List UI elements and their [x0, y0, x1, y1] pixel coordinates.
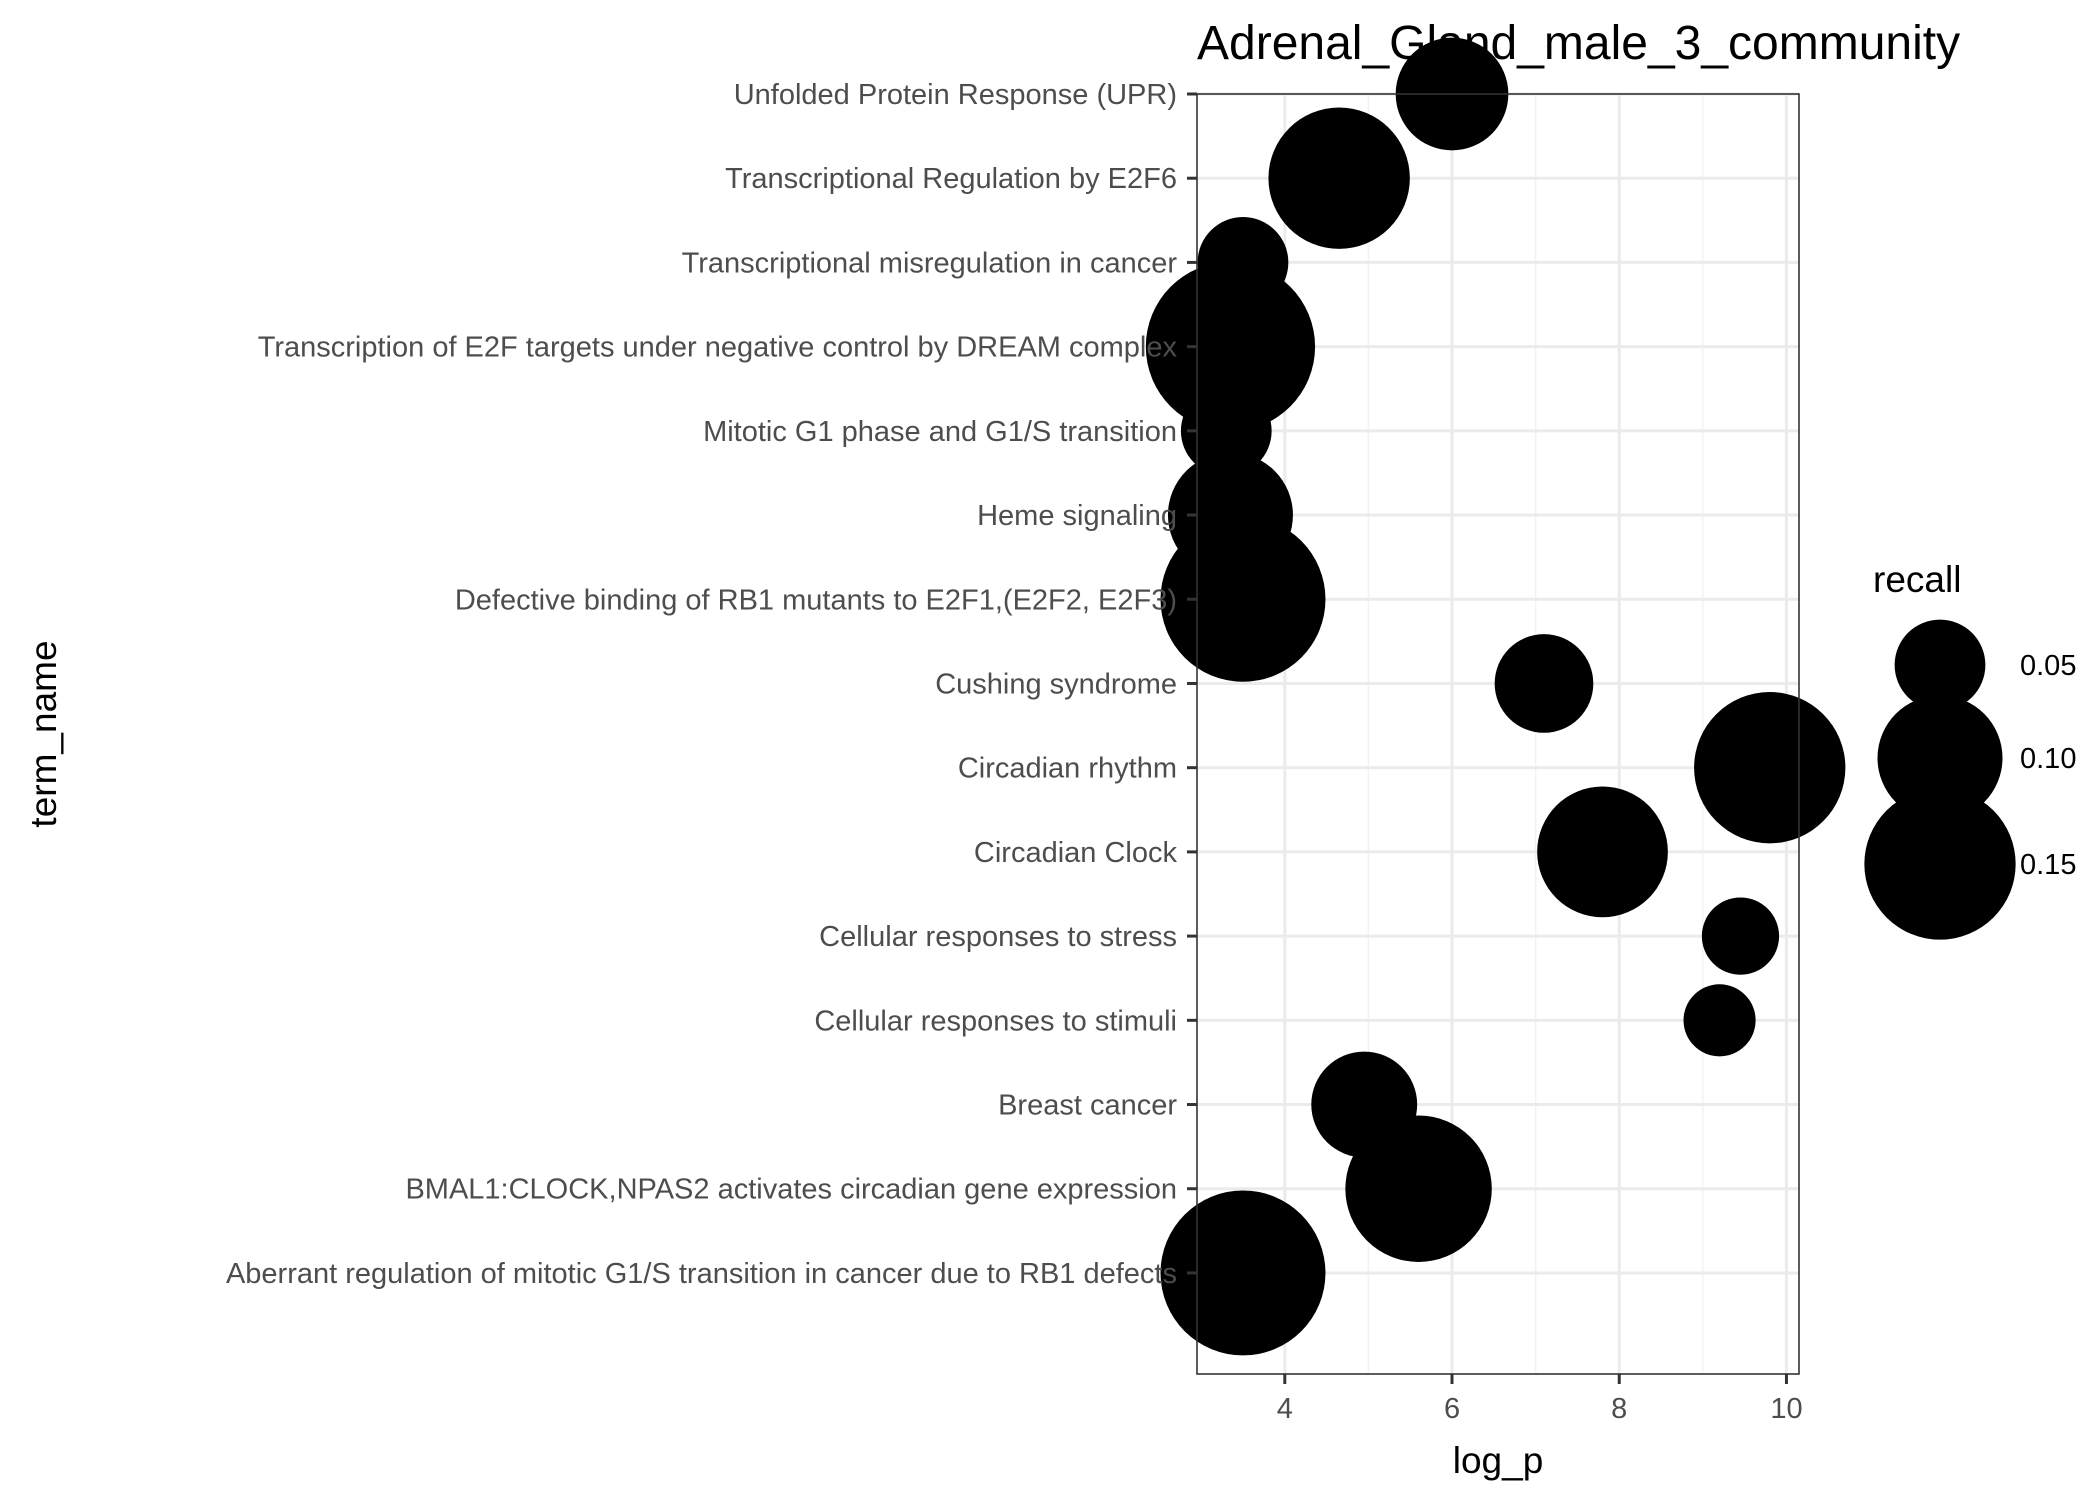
data-point — [1268, 107, 1410, 249]
legend-key — [1864, 788, 2016, 940]
data-point — [1311, 1051, 1418, 1158]
data-point — [1494, 634, 1594, 733]
legend: recall 0.05 0.10 0.15 — [1864, 559, 2076, 940]
data-point — [1197, 217, 1289, 308]
y-tick-label: Cushing syndrome — [935, 668, 1177, 700]
y-axis: Aberrant regulation of mitotic G1/S tran… — [226, 79, 1197, 1290]
y-axis-title: term_name — [23, 640, 64, 827]
x-tick-label: 10 — [1770, 1393, 1802, 1425]
legend-key — [1877, 695, 2003, 821]
x-axis-title: log_p — [1453, 1440, 1544, 1481]
y-tick-label: Unfolded Protein Response (UPR) — [734, 79, 1177, 111]
x-axis: 4 6 8 10 — [1277, 1374, 1803, 1425]
data-point — [1683, 984, 1756, 1057]
x-tick-label: 4 — [1277, 1393, 1293, 1425]
legend-label: 0.15 — [2020, 849, 2076, 881]
data-point — [1537, 786, 1668, 918]
data-point — [1160, 1190, 1326, 1356]
data-point — [1167, 452, 1293, 578]
points-layer — [1145, 37, 1846, 1356]
y-tick-label: Circadian rhythm — [958, 753, 1177, 785]
y-tick-label: Transcription of E2F targets under negat… — [258, 332, 1178, 364]
y-tick-label: Breast cancer — [998, 1090, 1177, 1122]
x-tick-label: 6 — [1444, 1393, 1460, 1425]
legend-label: 0.10 — [2020, 743, 2076, 775]
data-point — [1145, 261, 1316, 432]
legend-label: 0.05 — [2020, 650, 2076, 682]
x-tick-label: 8 — [1611, 1393, 1627, 1425]
y-tick-label: BMAL1:CLOCK,NPAS2 activates circadian ge… — [405, 1174, 1177, 1206]
y-tick-label: Cellular responses to stimuli — [814, 1005, 1177, 1037]
y-tick-label: Cellular responses to stress — [819, 921, 1177, 953]
data-point — [1701, 897, 1780, 975]
data-point — [1694, 692, 1846, 844]
y-tick-label: Transcriptional misregulation in cancer — [682, 247, 1178, 279]
plot-panel-border — [1196, 93, 1800, 1375]
y-tick-label: Defective binding of RB1 mutants to E2F1… — [455, 584, 1177, 616]
y-tick-label: Heme signaling — [977, 500, 1177, 532]
y-tick-label: Circadian Clock — [974, 837, 1178, 869]
legend-title: recall — [1873, 559, 1961, 600]
legend-key — [1894, 619, 1986, 711]
y-tick-label: Transcriptional Regulation by E2F6 — [725, 163, 1177, 195]
y-tick-label: Aberrant regulation of mitotic G1/S tran… — [226, 1258, 1177, 1290]
y-tick-label: Mitotic G1 phase and G1/S transition — [703, 416, 1177, 448]
chart-title: Adrenal_Gland_male_3_community — [1197, 17, 1960, 70]
